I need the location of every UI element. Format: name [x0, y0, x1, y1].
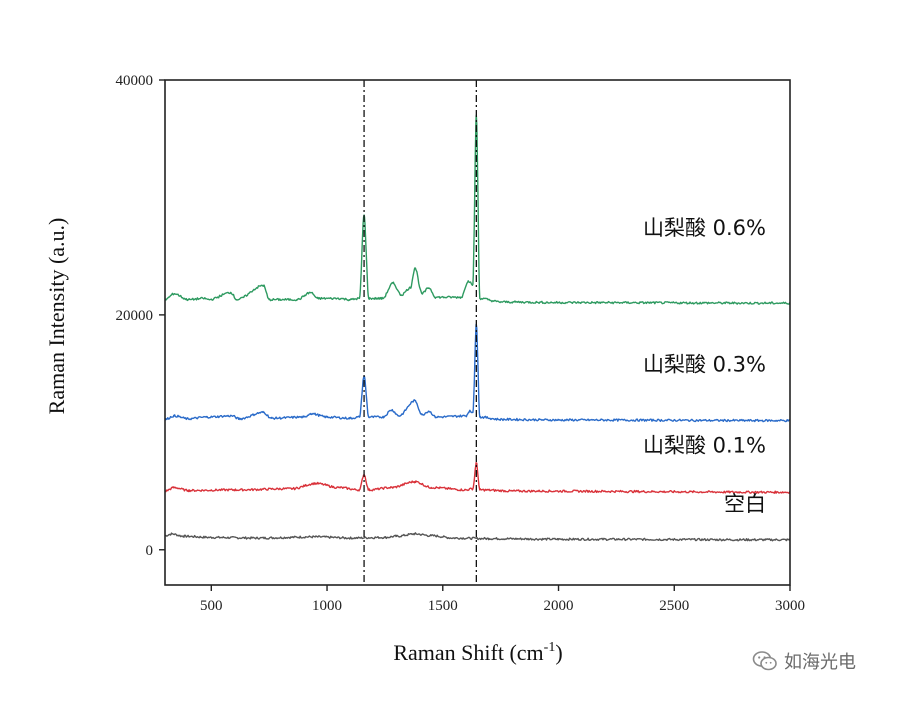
y-tick-label: 40000 [116, 73, 154, 89]
series-line [164, 532, 791, 542]
x-tick-label: 2500 [659, 598, 689, 614]
plot-frame [164, 79, 791, 586]
series-label: 山梨酸 0.3% [643, 352, 766, 376]
series-label: 空白 [724, 492, 766, 516]
watermark: 如海光电 [752, 648, 856, 674]
series-line [164, 323, 791, 423]
reference-lines [363, 80, 477, 585]
series-label: 山梨酸 0.1% [643, 433, 766, 457]
x-axis: 500 1000 1500 2000 2500 3000 [200, 585, 805, 614]
y-tick-label: 0 [146, 543, 154, 559]
series-label: 山梨酸 0.6% [643, 216, 766, 240]
x-tick-label: 500 [200, 598, 223, 614]
series-curves [164, 114, 791, 542]
x-tick-label: 1500 [428, 598, 458, 614]
series-line [164, 114, 791, 305]
x-tick-label: 2000 [544, 598, 574, 614]
y-axis-title: Raman Intensity (a.u.) [44, 218, 69, 415]
series-labels: 空白 山梨酸 0.1% 山梨酸 0.3% 山梨酸 0.6% [643, 216, 766, 516]
series-line [164, 462, 791, 494]
watermark-text: 如海光电 [784, 652, 856, 673]
x-tick-label: 1000 [312, 598, 342, 614]
y-axis: 0 20000 40000 [116, 73, 165, 559]
wechat-icon [752, 651, 777, 671]
x-tick-label: 3000 [775, 598, 805, 614]
y-tick-label: 20000 [116, 308, 154, 324]
x-axis-title: Raman Shift (cm-1) [393, 640, 562, 665]
